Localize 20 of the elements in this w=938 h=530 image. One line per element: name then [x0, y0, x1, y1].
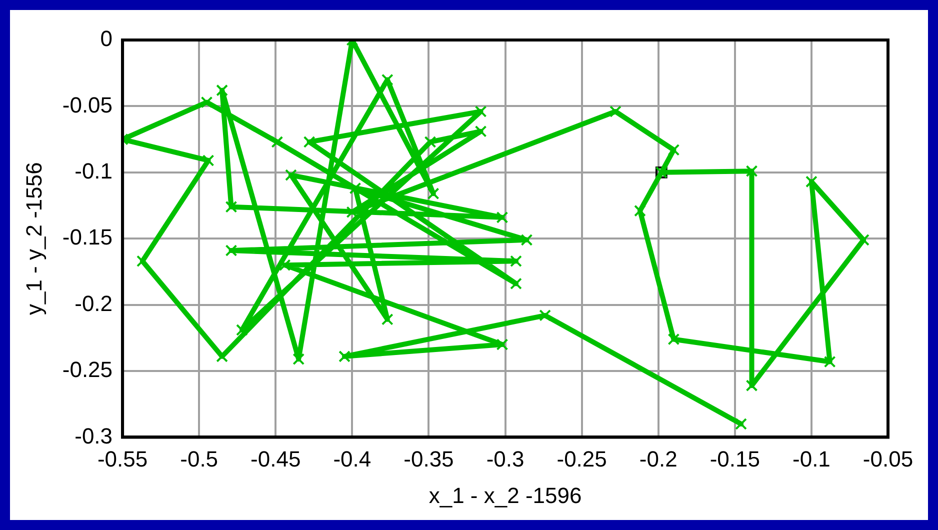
x-axis-title: x_1 - x_2 -1596: [428, 482, 582, 508]
x-tick-label: -0.1: [792, 446, 830, 472]
x-tick-label: -0.5: [180, 446, 218, 472]
x-tick-label: -0.25: [556, 446, 607, 472]
y-tick-label: -0.05: [62, 92, 113, 118]
y-tick-label: -0.25: [62, 357, 113, 382]
y-tick-label: -0.15: [62, 224, 113, 250]
x-tick-label: -0.05: [862, 446, 914, 472]
x-tick-label: -0.4: [333, 446, 372, 472]
x-tick-label: -0.35: [404, 446, 454, 472]
y-tick-label: -0.2: [74, 290, 113, 316]
y-tick-label: -0.3: [74, 423, 113, 448]
y-tick-label: -0.1: [74, 158, 113, 184]
x-tick-label: -0.3: [486, 446, 524, 472]
x-tick-label: -0.55: [97, 446, 148, 472]
y-tick-label: 0: [100, 26, 113, 52]
x-tick-label: -0.2: [639, 446, 678, 472]
x-tick-label: -0.15: [710, 446, 760, 472]
y-axis-title: y_1 - y_2 -1556: [21, 162, 46, 316]
x-tick-label: -0.45: [250, 446, 301, 472]
